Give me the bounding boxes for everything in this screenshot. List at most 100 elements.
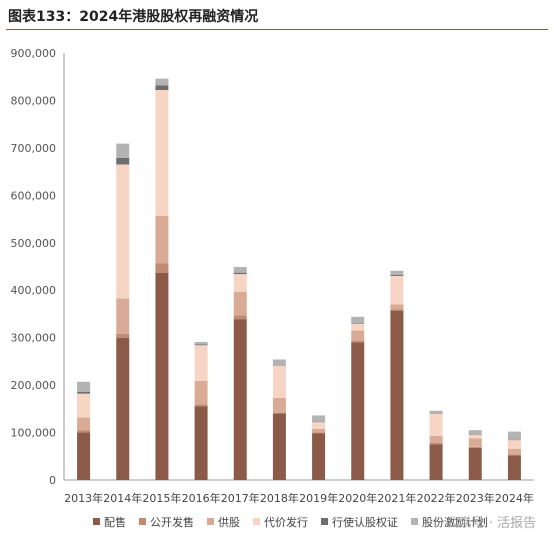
watermark: 公众号 · 活报告 bbox=[445, 516, 536, 531]
bar-segment bbox=[194, 344, 208, 346]
bar-segment bbox=[351, 330, 365, 341]
x-tick-label: 2021年 bbox=[377, 491, 416, 505]
x-tick-label: 2023年 bbox=[456, 491, 495, 505]
bar-segment bbox=[272, 412, 286, 414]
legend-swatch bbox=[411, 518, 418, 525]
bar-segment bbox=[233, 315, 247, 320]
x-tick-label: 2024年 bbox=[495, 491, 534, 505]
bar-segment bbox=[155, 85, 169, 91]
y-tick-label: 300,000 bbox=[11, 332, 57, 345]
bar-segment bbox=[468, 446, 482, 448]
bar-segment bbox=[194, 345, 208, 381]
x-tick-label: 2014年 bbox=[103, 491, 142, 505]
legend-swatch bbox=[253, 518, 260, 525]
legend-label: 供股 bbox=[218, 515, 240, 529]
bar-segment bbox=[312, 422, 326, 429]
bar-segment bbox=[194, 406, 208, 480]
bar-segment bbox=[312, 432, 326, 434]
bar-segment bbox=[77, 393, 91, 418]
bar-segment bbox=[507, 454, 521, 456]
bar-segment bbox=[77, 391, 91, 394]
legend-label: 代价发行 bbox=[264, 515, 308, 529]
bar-segment bbox=[233, 266, 247, 273]
bar-segment bbox=[507, 431, 521, 440]
legend-swatch bbox=[139, 518, 146, 525]
bar-segment bbox=[233, 291, 247, 316]
bar-segment bbox=[116, 333, 130, 338]
x-tick-label: 2017年 bbox=[221, 491, 260, 505]
legend-label: 行使认股权证 bbox=[332, 516, 398, 529]
bar-segment bbox=[429, 442, 443, 445]
bar-segment bbox=[194, 380, 208, 405]
bar-segment bbox=[312, 433, 326, 480]
legend-label: 公开发售 bbox=[150, 515, 194, 529]
bar-segment bbox=[116, 298, 130, 334]
bar-segment bbox=[312, 428, 326, 433]
y-tick-label: 700,000 bbox=[11, 142, 57, 155]
x-tick-label: 2013年 bbox=[64, 491, 103, 505]
bar-segment bbox=[272, 413, 286, 480]
bar-segment bbox=[468, 434, 482, 439]
bar-segment bbox=[77, 417, 91, 431]
bar-segment bbox=[155, 90, 169, 216]
bar-segment bbox=[390, 275, 404, 305]
bar-segment bbox=[390, 270, 404, 276]
y-tick-label: 600,000 bbox=[11, 189, 57, 202]
y-tick-label: 500,000 bbox=[11, 237, 57, 250]
y-tick-label: 800,000 bbox=[11, 94, 57, 107]
bar-segment bbox=[351, 340, 365, 343]
bar-segment bbox=[390, 304, 404, 310]
legend-label: 配售 bbox=[104, 515, 126, 529]
bar-segment bbox=[116, 143, 130, 158]
bar-segment bbox=[155, 78, 169, 86]
bar-segment bbox=[77, 432, 91, 480]
x-tick-label: 2019年 bbox=[299, 491, 338, 505]
bar-segment bbox=[155, 272, 169, 480]
bar-segment bbox=[77, 381, 91, 392]
legend-swatch bbox=[321, 518, 328, 525]
bar-segment bbox=[468, 438, 482, 447]
bar-segment bbox=[272, 359, 286, 366]
bar-segment bbox=[351, 316, 365, 324]
legend-label: 股份激励计划 bbox=[422, 515, 488, 529]
bar-segment bbox=[155, 215, 169, 264]
bar-segment bbox=[272, 397, 286, 413]
bar-segment bbox=[116, 164, 130, 299]
bar-segment bbox=[468, 447, 482, 480]
bar-segment bbox=[507, 455, 521, 480]
bar-segment bbox=[429, 444, 443, 480]
x-tick-label: 2016年 bbox=[182, 491, 221, 505]
bar-segment bbox=[390, 309, 404, 311]
bar-segment bbox=[312, 415, 326, 422]
bar-segment bbox=[116, 157, 130, 165]
y-tick-label: 200,000 bbox=[11, 379, 57, 392]
bar-segment bbox=[429, 410, 443, 414]
bar-segment bbox=[233, 272, 247, 275]
x-tick-label: 2020年 bbox=[338, 491, 377, 505]
bar-segment bbox=[116, 337, 130, 480]
x-tick-label: 2022年 bbox=[417, 491, 456, 505]
bar-segment bbox=[77, 430, 91, 433]
bar-segment bbox=[233, 319, 247, 480]
bar-segment bbox=[351, 342, 365, 480]
bar-segment bbox=[233, 274, 247, 292]
bar-segment bbox=[272, 365, 286, 398]
x-tick-label: 2015年 bbox=[142, 491, 181, 505]
title-divider bbox=[6, 29, 548, 30]
y-tick-label: 400,000 bbox=[11, 284, 57, 297]
legend-swatch bbox=[207, 518, 214, 525]
legend-swatch bbox=[93, 518, 100, 525]
y-tick-label: 900,000 bbox=[11, 47, 57, 60]
chart-title: 图表133：2024年港股股权再融资情况 bbox=[8, 9, 259, 25]
bar-segment bbox=[194, 341, 208, 345]
bar-segment bbox=[194, 404, 208, 407]
bar-segment bbox=[429, 413, 443, 436]
bar-segment bbox=[351, 323, 365, 331]
bar-segment bbox=[429, 435, 443, 443]
y-tick-label: 0 bbox=[49, 474, 56, 487]
bar-segment bbox=[468, 430, 482, 434]
x-tick-label: 2018年 bbox=[260, 491, 299, 505]
bar-segment bbox=[155, 263, 169, 273]
bar-segment bbox=[390, 310, 404, 480]
